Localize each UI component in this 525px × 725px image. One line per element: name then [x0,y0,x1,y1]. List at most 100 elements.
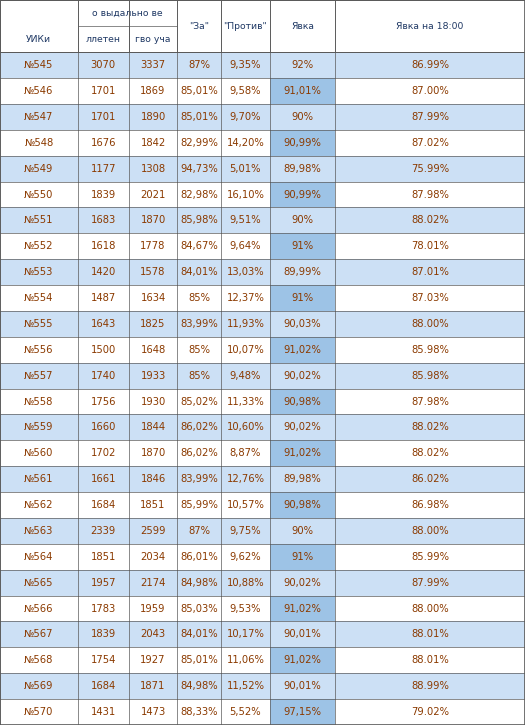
Text: 13,03%: 13,03% [227,267,264,277]
Text: №549: №549 [24,164,54,174]
Text: УИКи: УИКи [26,35,51,44]
Text: №558: №558 [24,397,54,407]
Text: №553: №553 [24,267,54,277]
Text: 2599: 2599 [140,526,166,536]
Text: 90,98%: 90,98% [284,500,321,510]
Text: Явка на 18:00: Явка на 18:00 [396,22,464,30]
Text: 9,62%: 9,62% [229,552,261,562]
Text: 1851: 1851 [140,500,166,510]
Text: №569: №569 [24,682,54,691]
Text: 85,98%: 85,98% [180,215,218,225]
Text: 91%: 91% [291,293,314,303]
Text: 87.98%: 87.98% [411,397,449,407]
Bar [0,621,525,647]
Text: 90%: 90% [292,215,313,225]
Text: 87%: 87% [188,60,210,70]
Text: 12,37%: 12,37% [226,293,265,303]
Text: 84,01%: 84,01% [180,629,218,639]
Text: 10,17%: 10,17% [226,629,265,639]
Bar [0,78,525,104]
Text: 9,35%: 9,35% [230,60,261,70]
Text: 82,98%: 82,98% [180,189,218,199]
Bar [0,570,525,596]
Text: 9,51%: 9,51% [229,215,261,225]
Bar [270,647,335,674]
Text: 90,99%: 90,99% [284,138,322,148]
Text: 1431: 1431 [90,707,116,717]
Text: 75.99%: 75.99% [411,164,449,174]
Text: 91%: 91% [291,552,314,562]
Text: 84,98%: 84,98% [180,578,218,588]
Text: 87.98%: 87.98% [411,189,449,199]
Text: 1618: 1618 [90,241,116,252]
Text: 1487: 1487 [90,293,116,303]
Text: 1643: 1643 [90,319,116,329]
Text: 14,20%: 14,20% [227,138,264,148]
Bar [270,544,335,570]
Text: №565: №565 [24,578,54,588]
Text: 1957: 1957 [90,578,116,588]
Text: 91,02%: 91,02% [284,448,322,458]
Text: 90,01%: 90,01% [284,629,321,639]
Text: 1648: 1648 [140,345,166,355]
Text: 85%: 85% [188,370,210,381]
Text: 94,73%: 94,73% [180,164,218,174]
Text: 85,99%: 85,99% [180,500,218,510]
Text: 1933: 1933 [140,370,166,381]
Text: 3070: 3070 [91,60,116,70]
Text: 1842: 1842 [140,138,166,148]
Text: 12,76%: 12,76% [226,474,265,484]
Text: 1959: 1959 [140,603,166,613]
Text: №559: №559 [24,423,54,432]
Text: 10,07%: 10,07% [227,345,264,355]
Text: 1870: 1870 [140,215,166,225]
Bar [0,156,525,181]
Text: 88.01%: 88.01% [411,655,449,666]
Text: 2339: 2339 [90,526,116,536]
Bar [270,130,335,156]
Text: 1634: 1634 [140,293,166,303]
Text: 5,52%: 5,52% [229,707,261,717]
Bar [0,233,525,260]
Text: №555: №555 [24,319,54,329]
Text: 90,02%: 90,02% [284,578,321,588]
Text: 85,03%: 85,03% [180,603,218,613]
Text: 85%: 85% [188,345,210,355]
Text: 1684: 1684 [90,682,116,691]
Text: 84,98%: 84,98% [180,682,218,691]
Text: 11,93%: 11,93% [226,319,265,329]
Text: 88.02%: 88.02% [411,423,449,432]
Text: 10,60%: 10,60% [227,423,264,432]
Text: 79.02%: 79.02% [411,707,449,717]
Text: 1676: 1676 [90,138,116,148]
Text: 1871: 1871 [140,682,166,691]
Text: 85.98%: 85.98% [411,345,449,355]
Text: 78.01%: 78.01% [411,241,449,252]
Text: 88.99%: 88.99% [411,682,449,691]
Text: Явка: Явка [291,22,314,30]
Bar [270,337,335,362]
Bar [270,285,335,311]
Text: 90,01%: 90,01% [284,682,321,691]
Text: 90,99%: 90,99% [284,189,322,199]
Text: 1783: 1783 [90,603,116,613]
Text: 90,03%: 90,03% [284,319,321,329]
Text: 9,70%: 9,70% [230,112,261,122]
Bar [270,699,335,725]
Text: 87%: 87% [188,526,210,536]
Bar [0,674,525,699]
Text: 1846: 1846 [140,474,166,484]
Text: №566: №566 [24,603,54,613]
Text: 90,02%: 90,02% [284,423,321,432]
Text: 86,01%: 86,01% [180,552,218,562]
Text: №546: №546 [24,86,54,96]
Text: 86,02%: 86,02% [180,423,218,432]
Bar [0,260,525,285]
Text: 10,88%: 10,88% [227,578,264,588]
Bar [0,596,525,621]
Text: 84,67%: 84,67% [180,241,218,252]
Bar [0,362,525,389]
Text: 85%: 85% [188,293,210,303]
Text: 16,10%: 16,10% [226,189,265,199]
Text: №556: №556 [24,345,54,355]
